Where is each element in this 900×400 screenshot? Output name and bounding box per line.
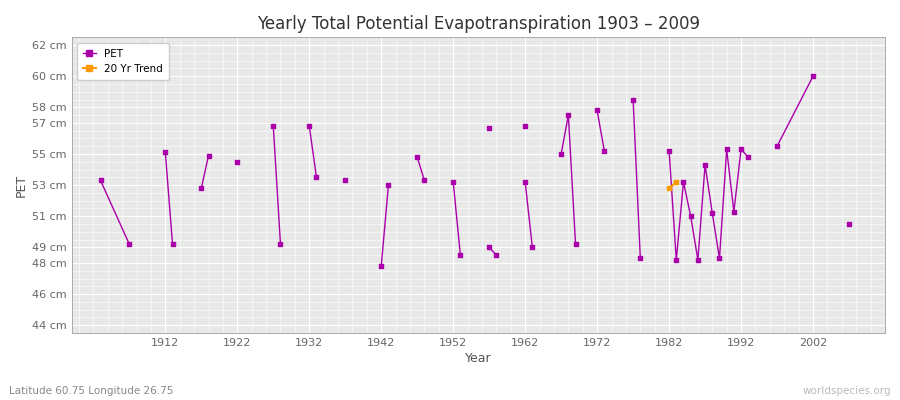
Point bbox=[568, 241, 582, 248]
Point bbox=[410, 154, 425, 160]
Point bbox=[302, 123, 317, 129]
Point bbox=[266, 123, 281, 129]
Point bbox=[741, 154, 755, 160]
Point bbox=[310, 174, 324, 180]
Point bbox=[526, 244, 540, 250]
Point bbox=[382, 182, 396, 188]
Point bbox=[202, 152, 216, 159]
X-axis label: Year: Year bbox=[465, 352, 491, 365]
Point bbox=[842, 221, 856, 227]
Point bbox=[554, 151, 569, 157]
Point bbox=[482, 124, 497, 131]
Point bbox=[518, 123, 533, 129]
Point bbox=[274, 241, 288, 248]
Text: Latitude 60.75 Longitude 26.75: Latitude 60.75 Longitude 26.75 bbox=[9, 386, 174, 396]
Point bbox=[561, 112, 575, 118]
Point bbox=[669, 179, 683, 185]
Point bbox=[158, 149, 173, 156]
Point bbox=[374, 263, 389, 269]
Point bbox=[194, 185, 209, 192]
Point bbox=[490, 252, 504, 258]
Point bbox=[454, 252, 468, 258]
Text: worldspecies.org: worldspecies.org bbox=[803, 386, 891, 396]
Y-axis label: PET: PET bbox=[15, 174, 28, 197]
Point bbox=[626, 96, 640, 103]
Point bbox=[726, 208, 741, 215]
Point bbox=[676, 179, 690, 185]
Point bbox=[482, 244, 497, 250]
Point bbox=[712, 255, 726, 262]
Point bbox=[633, 255, 647, 262]
Point bbox=[705, 210, 719, 216]
Point bbox=[597, 148, 611, 154]
Point bbox=[770, 143, 784, 150]
Point bbox=[669, 257, 683, 263]
Point bbox=[338, 177, 353, 184]
Point bbox=[683, 213, 698, 220]
Point bbox=[446, 179, 461, 185]
Point bbox=[662, 185, 676, 192]
Title: Yearly Total Potential Evapotranspiration 1903 – 2009: Yearly Total Potential Evapotranspiratio… bbox=[256, 15, 700, 33]
Point bbox=[719, 146, 733, 152]
Point bbox=[698, 162, 712, 168]
Point bbox=[690, 257, 705, 263]
Legend: PET, 20 Yr Trend: PET, 20 Yr Trend bbox=[77, 42, 169, 80]
Point bbox=[230, 159, 245, 165]
Point bbox=[590, 107, 604, 114]
Point bbox=[734, 146, 748, 152]
Point bbox=[166, 241, 180, 248]
Point bbox=[518, 179, 533, 185]
Point bbox=[94, 177, 108, 184]
Point bbox=[806, 73, 820, 80]
Point bbox=[418, 177, 432, 184]
Point bbox=[122, 241, 137, 248]
Point bbox=[662, 148, 676, 154]
